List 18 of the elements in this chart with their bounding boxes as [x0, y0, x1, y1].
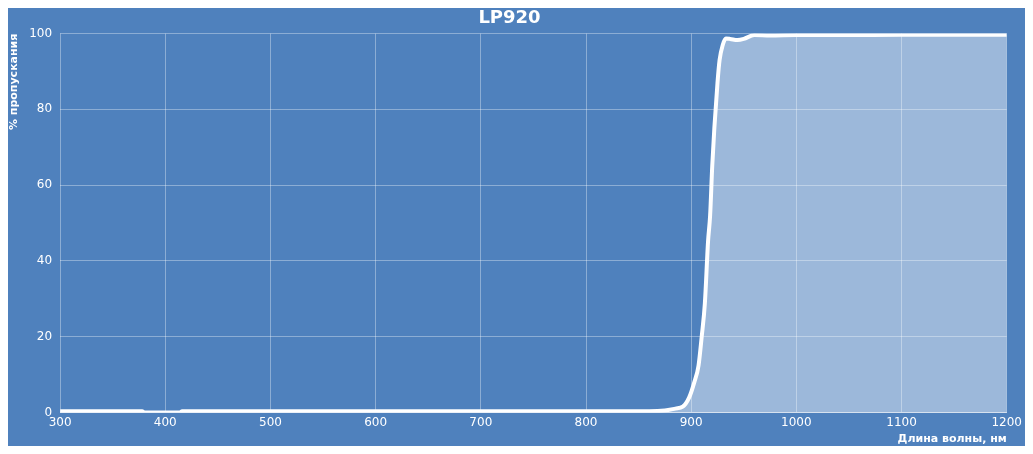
x-tick-label: 1100 — [886, 414, 917, 429]
y-tick-label: 40 — [36, 253, 53, 268]
y-tick-label: 80 — [36, 101, 53, 116]
y-tick-label: 60 — [36, 177, 53, 192]
x-tick-label: 300 — [48, 414, 72, 429]
x-tick-label: 500 — [259, 414, 282, 429]
chart-title: LP920 — [478, 6, 541, 28]
x-tick-label: 1000 — [781, 414, 812, 429]
x-tick-label: 900 — [679, 414, 703, 429]
x-axis-title: Длина волны, нм — [897, 432, 1007, 446]
x-tick-label: 400 — [153, 414, 177, 429]
y-tick-label: 100 — [29, 25, 53, 40]
y-axis-title: % пропускания — [7, 33, 21, 131]
x-tick-label: 1200 — [991, 414, 1022, 429]
x-tick-label: 600 — [364, 414, 388, 429]
y-tick-label: 20 — [36, 328, 53, 343]
x-tick-label: 700 — [469, 414, 493, 429]
x-tick-label: 800 — [574, 414, 598, 429]
